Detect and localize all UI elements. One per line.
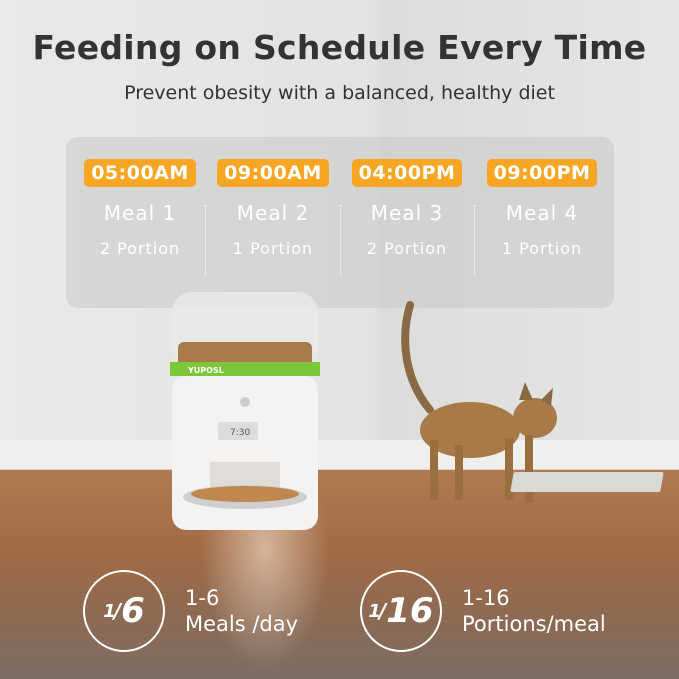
meal-label: Meal 4 [505,201,579,225]
divider [474,205,475,275]
svg-text:7:30: 7:30 [230,428,250,438]
divider [205,205,206,275]
divider [340,205,341,275]
schedule-panel: 05:00AM Meal 1 2 Portion 09:00AM Meal 2 … [66,137,614,308]
meal-label: Meal 2 [236,201,310,225]
stat-label: Meals /day [185,612,299,636]
cat-image [401,301,557,503]
fraction-denominator: 6 [121,591,145,631]
schedule-item: 09:00PM Meal 4 1 Portion [480,159,604,258]
meal-label: Meal 1 [103,201,177,225]
meal-portion: 1 Portion [501,239,583,258]
pet-feeder-image: YUPOSL 7:30 [170,292,320,530]
meal-time: 04:00PM [351,159,463,187]
stat-label: Portions/meal [462,612,606,636]
meals-per-day-stat: 1/6 1-6 Meals /day [83,570,298,652]
baseboard [0,440,679,470]
svg-text:YUPOSL: YUPOSL [187,366,224,375]
meal-portion: 2 Portion [99,239,181,258]
stat-range: 1-16 [462,586,510,610]
fraction-badge: 1/6 [83,570,165,652]
meal-time: 09:00AM [217,159,329,187]
subtitle: Prevent obesity with a balanced, healthy… [124,82,555,104]
meal-portion: 1 Portion [232,239,314,258]
fraction-badge: 1/16 [360,570,442,652]
stat-range: 1-6 [185,586,220,610]
meal-time: 09:00PM [486,159,598,187]
fraction-numerator: 1 [368,600,381,622]
schedule-item: 09:00AM Meal 2 1 Portion [211,159,335,258]
meal-label: Meal 3 [370,201,444,225]
meal-time: 05:00AM [84,159,196,187]
book-image [510,472,664,492]
fraction-numerator: 1 [103,600,116,622]
meal-portion: 2 Portion [366,239,448,258]
page-title: Feeding on Schedule Every Time [32,28,647,67]
portions-per-meal-stat: 1/16 1-16 Portions/meal [360,570,606,652]
schedule-item: 05:00AM Meal 1 2 Portion [78,159,202,258]
schedule-item: 04:00PM Meal 3 2 Portion [345,159,469,258]
fraction-denominator: 16 [386,591,434,631]
